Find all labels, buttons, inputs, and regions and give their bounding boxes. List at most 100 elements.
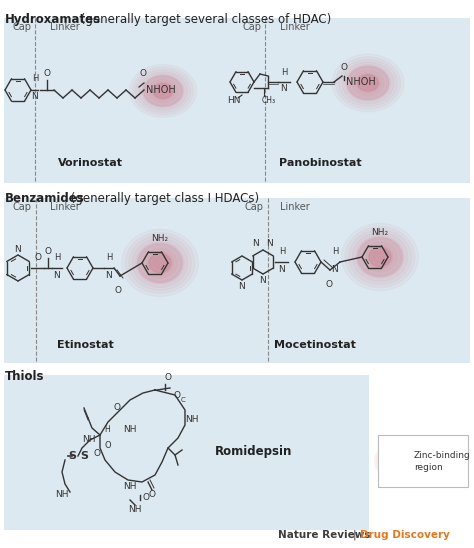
Ellipse shape bbox=[150, 254, 170, 272]
Ellipse shape bbox=[392, 458, 400, 464]
Text: Linker: Linker bbox=[50, 202, 80, 212]
Text: Panobinostat: Panobinostat bbox=[279, 158, 361, 168]
Ellipse shape bbox=[136, 242, 184, 284]
Text: H: H bbox=[32, 74, 38, 83]
Text: NH: NH bbox=[55, 490, 69, 499]
Text: NH: NH bbox=[123, 425, 137, 435]
Text: O: O bbox=[139, 69, 146, 78]
Ellipse shape bbox=[133, 67, 193, 115]
Text: H: H bbox=[279, 247, 285, 256]
Ellipse shape bbox=[391, 456, 401, 466]
Ellipse shape bbox=[381, 448, 411, 474]
Ellipse shape bbox=[359, 239, 401, 275]
Ellipse shape bbox=[148, 79, 178, 102]
Ellipse shape bbox=[378, 446, 414, 476]
Text: |: | bbox=[353, 529, 356, 540]
Text: Mocetinostat: Mocetinostat bbox=[274, 340, 356, 350]
Ellipse shape bbox=[383, 450, 410, 472]
Text: Romidepsin: Romidepsin bbox=[215, 446, 292, 459]
Text: Thiols: Thiols bbox=[5, 370, 45, 383]
Ellipse shape bbox=[366, 245, 393, 269]
Text: NH: NH bbox=[123, 482, 137, 491]
Text: Etinostat: Etinostat bbox=[56, 340, 113, 350]
Text: Cap: Cap bbox=[243, 22, 262, 32]
Ellipse shape bbox=[149, 253, 171, 273]
Text: Vorinostat: Vorinostat bbox=[57, 158, 122, 168]
Text: HN: HN bbox=[227, 96, 241, 105]
Ellipse shape bbox=[125, 232, 195, 294]
Ellipse shape bbox=[129, 65, 197, 117]
Ellipse shape bbox=[349, 230, 411, 284]
Text: O: O bbox=[105, 441, 111, 449]
Text: O: O bbox=[35, 253, 42, 262]
Text: O: O bbox=[340, 63, 347, 72]
Ellipse shape bbox=[146, 251, 173, 275]
Text: N: N bbox=[253, 239, 259, 248]
Ellipse shape bbox=[139, 72, 187, 110]
Ellipse shape bbox=[384, 452, 408, 471]
Text: O: O bbox=[326, 280, 332, 289]
Text: N: N bbox=[281, 84, 287, 93]
Ellipse shape bbox=[129, 236, 191, 290]
Ellipse shape bbox=[342, 224, 419, 290]
Ellipse shape bbox=[390, 456, 402, 466]
Text: O: O bbox=[164, 373, 172, 382]
Text: (generally target class I HDACs): (generally target class I HDACs) bbox=[67, 192, 259, 205]
Text: N: N bbox=[266, 239, 273, 248]
Text: Cap: Cap bbox=[12, 22, 31, 32]
Ellipse shape bbox=[136, 70, 191, 112]
Ellipse shape bbox=[352, 233, 408, 281]
Ellipse shape bbox=[357, 237, 402, 277]
Text: (generally target several classes of HDAC): (generally target several classes of HDA… bbox=[77, 13, 331, 26]
Text: O: O bbox=[45, 247, 52, 256]
Text: N: N bbox=[332, 265, 338, 274]
Ellipse shape bbox=[349, 67, 387, 99]
Text: N: N bbox=[15, 245, 21, 254]
Text: NHOH: NHOH bbox=[146, 85, 176, 95]
Text: S: S bbox=[68, 451, 76, 461]
Ellipse shape bbox=[362, 78, 374, 88]
Text: S: S bbox=[80, 451, 88, 461]
Ellipse shape bbox=[374, 252, 386, 262]
Text: Linker: Linker bbox=[280, 22, 310, 32]
Ellipse shape bbox=[357, 75, 379, 92]
Text: Cap: Cap bbox=[12, 202, 31, 212]
Text: N: N bbox=[54, 271, 60, 280]
Text: O: O bbox=[148, 490, 155, 499]
Bar bbox=[4, 18, 470, 183]
Text: N: N bbox=[238, 282, 246, 291]
Text: C: C bbox=[181, 397, 185, 403]
Ellipse shape bbox=[359, 76, 377, 90]
Text: O: O bbox=[143, 494, 150, 503]
Text: O: O bbox=[113, 402, 120, 412]
Ellipse shape bbox=[356, 236, 404, 278]
Text: NH: NH bbox=[185, 415, 199, 425]
Ellipse shape bbox=[356, 73, 381, 93]
Text: NH₂: NH₂ bbox=[151, 234, 169, 243]
Bar bbox=[378, 435, 468, 487]
Ellipse shape bbox=[370, 248, 390, 266]
Text: O: O bbox=[115, 286, 121, 295]
Ellipse shape bbox=[347, 66, 389, 100]
Ellipse shape bbox=[369, 247, 391, 267]
Ellipse shape bbox=[151, 82, 175, 100]
Ellipse shape bbox=[383, 450, 409, 471]
Ellipse shape bbox=[363, 242, 397, 272]
Ellipse shape bbox=[332, 54, 404, 112]
Ellipse shape bbox=[154, 258, 166, 269]
Ellipse shape bbox=[342, 62, 394, 104]
Ellipse shape bbox=[346, 65, 391, 101]
Text: N: N bbox=[106, 271, 112, 280]
Text: H: H bbox=[104, 425, 110, 435]
Ellipse shape bbox=[145, 77, 181, 105]
Text: H: H bbox=[281, 68, 287, 77]
Text: O: O bbox=[94, 449, 101, 459]
Text: N: N bbox=[260, 276, 266, 285]
Text: NHOH: NHOH bbox=[346, 77, 376, 87]
Bar bbox=[4, 375, 369, 530]
Text: NH: NH bbox=[128, 505, 142, 514]
Text: N: N bbox=[279, 265, 285, 274]
Text: Zinc-binding: Zinc-binding bbox=[414, 452, 471, 460]
Text: Linker: Linker bbox=[280, 202, 310, 212]
Text: NH₂: NH₂ bbox=[372, 228, 389, 237]
